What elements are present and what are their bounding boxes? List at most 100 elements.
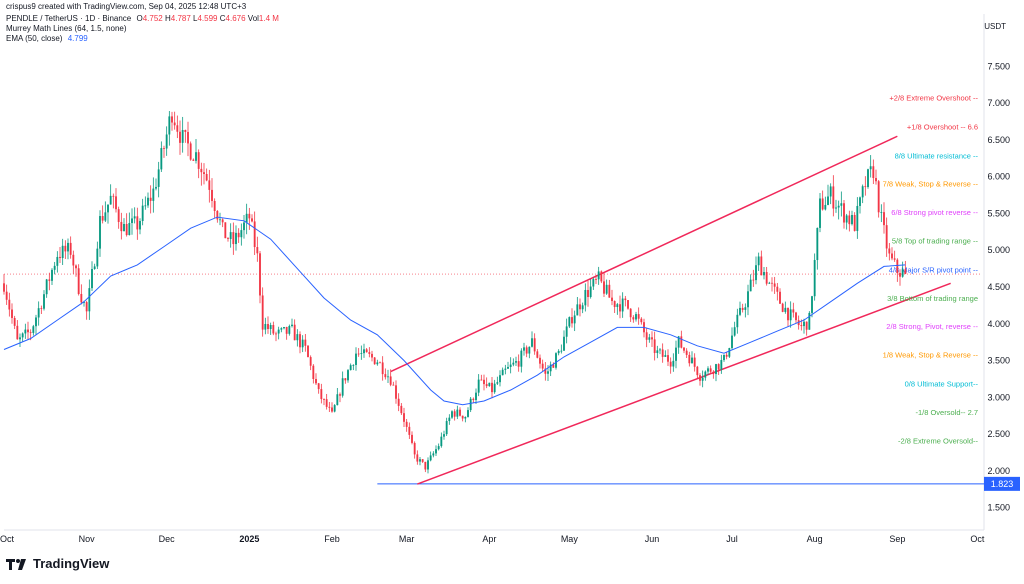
candle-body xyxy=(493,383,496,393)
candle-body xyxy=(123,223,125,232)
candle-body xyxy=(181,129,184,143)
candle-body xyxy=(864,186,867,188)
candle-body xyxy=(568,317,571,327)
candle-body xyxy=(731,335,733,349)
candle-body xyxy=(168,116,171,135)
candle-body xyxy=(632,317,635,320)
candle-body xyxy=(536,351,539,358)
candle-body xyxy=(157,169,160,187)
candle-body xyxy=(128,223,131,236)
candle-body xyxy=(472,398,475,401)
candle-body xyxy=(776,286,779,292)
candle-body xyxy=(616,304,619,307)
candle-body xyxy=(491,382,493,393)
high-label: H xyxy=(164,14,171,23)
x-tick-label: Feb xyxy=(324,534,340,544)
candle-body xyxy=(637,314,640,319)
candle-body xyxy=(83,302,85,303)
candle-body xyxy=(155,186,157,189)
candle-body xyxy=(224,222,227,239)
candle-body xyxy=(552,364,555,368)
candle-body xyxy=(645,332,648,340)
candle-body xyxy=(8,299,11,310)
volume-value: 1.4 M xyxy=(258,14,279,23)
candle-body xyxy=(411,434,413,443)
candle-body xyxy=(237,232,240,238)
candle-body xyxy=(888,248,891,254)
candle-body xyxy=(563,336,565,351)
candle-body xyxy=(203,172,205,175)
candle-body xyxy=(384,374,387,378)
candle-body xyxy=(883,212,885,226)
murrey-line-label: +1/8 Overshoot -- 6.6 xyxy=(907,123,978,132)
candle-body xyxy=(437,446,440,450)
candle-body xyxy=(109,195,112,205)
candle-body xyxy=(125,223,128,236)
candle-body xyxy=(149,197,152,201)
candle-body xyxy=(779,291,781,304)
candle-body xyxy=(549,364,552,372)
candle-body xyxy=(709,368,712,372)
candle-body xyxy=(432,453,435,456)
x-tick-label: Dec xyxy=(159,534,176,544)
created-by: crispus9 created with TradingView.com, S… xyxy=(6,2,247,11)
candle-body xyxy=(571,317,573,324)
candle-body xyxy=(611,297,613,302)
candle-body xyxy=(269,325,272,330)
candle-body xyxy=(792,309,795,313)
indicator-murrey[interactable]: Murrey Math Lines (64, 1.5, none) xyxy=(6,24,127,33)
candle-body xyxy=(728,348,731,357)
candle-body xyxy=(360,353,363,354)
candle-body xyxy=(176,125,179,132)
candle-body xyxy=(592,279,595,287)
candle-body xyxy=(749,279,752,292)
candle-body xyxy=(115,196,117,210)
candle-body xyxy=(299,334,301,348)
indicator-ema[interactable]: EMA (50, close) 4.799 xyxy=(6,34,88,43)
tradingview-brand: TradingView xyxy=(33,556,110,571)
candle-body xyxy=(667,355,669,362)
candle-body xyxy=(259,253,261,296)
candle-body xyxy=(896,259,899,274)
y-tick-label: 3.000 xyxy=(987,392,1010,402)
y-tick-label: 5.000 xyxy=(987,245,1010,255)
candle-body xyxy=(309,357,312,366)
candle-body xyxy=(429,455,432,461)
candle-body xyxy=(773,283,776,287)
candle-body xyxy=(517,361,520,367)
symbol-label[interactable]: PENDLE / TetherUS · 1D · Binance xyxy=(6,14,132,23)
candle-body xyxy=(120,221,123,232)
candle-body xyxy=(685,350,688,355)
murrey-line-label: 6/8 Strong pivot reverse -- xyxy=(891,208,978,217)
candle-body xyxy=(173,122,176,126)
indicator-ema-value: 4.799 xyxy=(67,34,88,43)
candle-body xyxy=(512,362,515,365)
candle-body xyxy=(477,379,480,393)
candle-body xyxy=(51,269,53,281)
candle-body xyxy=(499,375,501,383)
candle-body xyxy=(904,269,907,275)
candle-body xyxy=(877,181,880,213)
candle-body xyxy=(584,289,587,306)
x-tick-label: 2025 xyxy=(239,534,259,544)
candle-body xyxy=(848,215,851,225)
candle-body xyxy=(544,368,547,374)
candle-body xyxy=(59,256,61,259)
candle-body xyxy=(392,384,395,386)
candle-body xyxy=(323,399,325,400)
candle-body xyxy=(835,207,837,209)
candle-body xyxy=(352,364,355,366)
candle-body xyxy=(293,324,296,341)
candle-body xyxy=(112,195,115,197)
candle-body xyxy=(117,209,120,222)
candle-body xyxy=(467,410,469,417)
candle-body xyxy=(53,265,56,270)
candle-body xyxy=(717,364,720,370)
candle-body xyxy=(733,327,736,336)
candle-body xyxy=(77,268,80,294)
candle-body xyxy=(349,365,352,371)
candle-body xyxy=(813,260,816,297)
candle-body xyxy=(147,197,149,206)
tradingview-logo[interactable]: TradingView xyxy=(6,556,109,571)
